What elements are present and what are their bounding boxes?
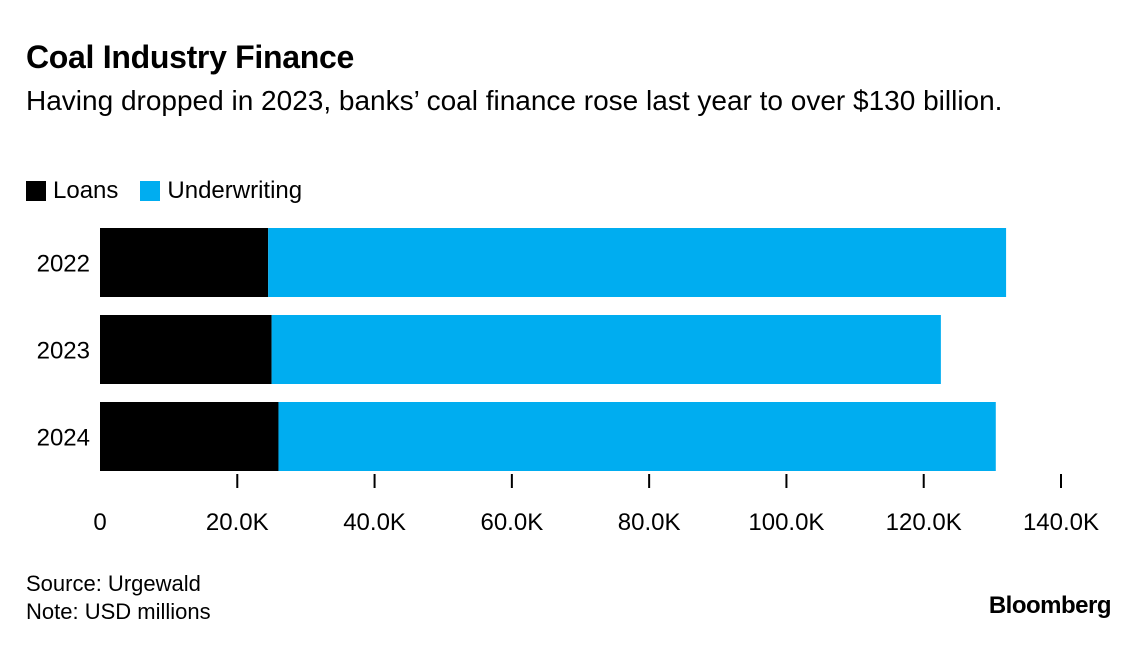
legend-swatch-loans bbox=[26, 181, 46, 201]
legend-label-underwriting: Underwriting bbox=[167, 177, 303, 204]
legend-item-loans: Loans bbox=[26, 176, 118, 206]
x-tick-label: 60.0K bbox=[480, 509, 543, 536]
x-tick-label: 80.0K bbox=[618, 509, 681, 536]
category-label-2022: 2022 bbox=[37, 251, 90, 278]
category-label-2024: 2024 bbox=[37, 425, 90, 452]
x-tick-label: 20.0K bbox=[206, 509, 269, 536]
bloomberg-logo: Bloomberg bbox=[988, 592, 1112, 619]
chart-subtitle: Having dropped in 2023, banks’ coal fina… bbox=[26, 85, 1003, 116]
x-tick-label: 40.0K bbox=[343, 509, 406, 536]
x-tick-label: 100.0K bbox=[748, 509, 824, 536]
stacked-bar-chart: 2022 2023 2024 0 20.0K 40.0K 60.0K 80.0K 100.0K 1… bbox=[37, 228, 1099, 536]
category-label-2023: 2023 bbox=[37, 338, 90, 365]
x-tick-label: 120.0K bbox=[886, 509, 962, 536]
bar-underwriting-2023 bbox=[271, 315, 941, 384]
bar-loans-2024 bbox=[100, 402, 279, 471]
legend: Loans Underwriting bbox=[26, 176, 324, 206]
x-tick-label: 140.0K bbox=[1023, 509, 1099, 536]
chart-title: Coal Industry Finance bbox=[26, 39, 354, 75]
bar-loans-2023 bbox=[100, 315, 272, 384]
legend-swatch-underwriting bbox=[140, 181, 161, 201]
x-tick-label: 0 bbox=[93, 509, 106, 536]
legend-label-loans: Loans bbox=[53, 177, 119, 204]
bar-underwriting-2022 bbox=[268, 228, 1007, 297]
units-note: Note: USD millions bbox=[26, 599, 211, 624]
footer: Source: Urgewald Note: USD millions bbox=[26, 570, 211, 626]
source-note: Source: Urgewald bbox=[26, 571, 201, 596]
legend-item-underwriting: Underwriting bbox=[140, 176, 302, 206]
bar-loans-2022 bbox=[100, 228, 269, 297]
bar-underwriting-2024 bbox=[278, 402, 996, 471]
